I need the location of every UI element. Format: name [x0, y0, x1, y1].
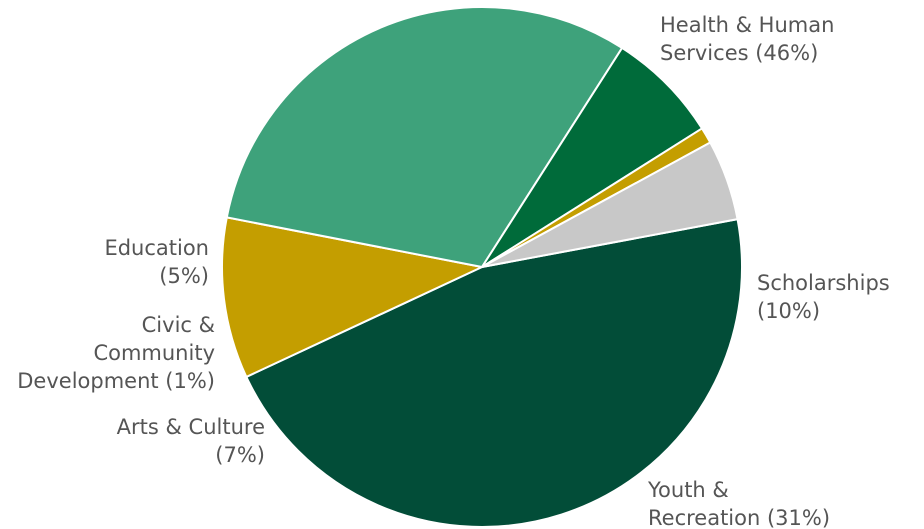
pie-label-line: Community: [93, 341, 215, 365]
pie-label-line: Services (46%): [660, 41, 818, 65]
pie-label-health-human-services: Health & Human Services (46%): [660, 13, 834, 65]
pie-label-line: Health & Human: [660, 13, 834, 37]
pie-label-line: (5%): [159, 264, 209, 288]
pie-label-line: (10%): [757, 299, 820, 323]
pie-slice-arts-culture: [481, 46, 704, 268]
pie-label-line: Education: [104, 236, 209, 260]
pie-labels: Health & Human Services (46%) Scholarships…: [17, 13, 889, 529]
pie-label-line: Scholarships: [757, 271, 890, 295]
pie-slice-scholarships: [221, 216, 486, 379]
pie-label-scholarships: Scholarships (10%): [757, 271, 890, 323]
pie-label-line: Youth &: [647, 478, 729, 502]
pie-slices: [221, 6, 743, 528]
pie-label-line: (7%): [215, 443, 265, 467]
pie-label-line: Arts & Culture: [117, 415, 265, 439]
pie-label-line: Development (1%): [17, 369, 215, 393]
pie-label-line: Civic &: [142, 313, 215, 337]
pie-label-youth-recreation: Youth & Recreation (31%): [647, 478, 830, 529]
pie-label-line: Recreation (31%): [648, 506, 830, 529]
pie-label-education: Education (5%): [104, 236, 209, 288]
pie-label-civic-community-development: Civic & Community Development (1%): [17, 313, 215, 393]
pie-slice-education: [481, 141, 739, 268]
pie-slice-health-human-services: [245, 218, 743, 528]
pie-label-arts-culture: Arts & Culture (7%): [117, 415, 265, 467]
